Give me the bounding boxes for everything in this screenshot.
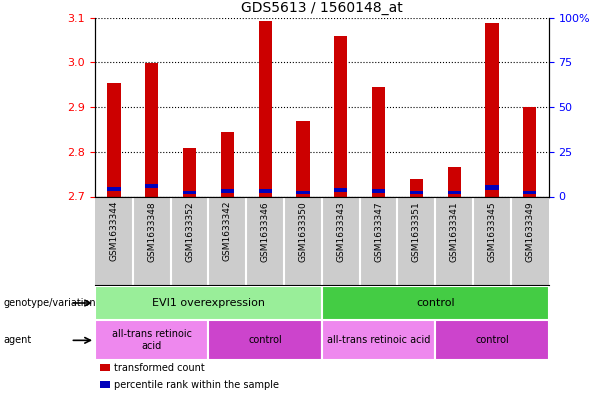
Text: agent: agent [3, 335, 31, 345]
Text: percentile rank within the sample: percentile rank within the sample [114, 380, 279, 389]
Text: GSM1633345: GSM1633345 [487, 201, 497, 262]
Text: all-trans retinoic acid: all-trans retinoic acid [327, 335, 430, 345]
Bar [523, 191, 536, 194]
Text: control: control [475, 335, 509, 345]
Bar [322, 320, 435, 360]
Text: GSM1633352: GSM1633352 [185, 201, 194, 262]
Bar [107, 187, 121, 191]
Bar [221, 189, 234, 193]
Bar [372, 189, 385, 193]
Text: GSM1633343: GSM1633343 [336, 201, 345, 262]
Text: EVI1 overexpression: EVI1 overexpression [152, 298, 265, 308]
Text: GSM1633341: GSM1633341 [449, 201, 459, 262]
Text: GSM1633348: GSM1633348 [147, 201, 156, 262]
Bar [99, 380, 110, 388]
Text: all-trans retinoic
acid: all-trans retinoic acid [112, 329, 192, 351]
Bar [409, 191, 423, 194]
Bar [372, 87, 385, 196]
Bar [322, 286, 549, 320]
Bar [334, 187, 348, 192]
Bar [145, 63, 158, 196]
Bar [259, 21, 272, 196]
Text: transformed count: transformed count [114, 363, 205, 373]
Text: genotype/variation: genotype/variation [3, 298, 96, 308]
Bar [447, 167, 461, 196]
Bar [485, 23, 498, 196]
Bar [208, 320, 322, 360]
Text: GSM1633349: GSM1633349 [525, 201, 535, 262]
Title: GDS5613 / 1560148_at: GDS5613 / 1560148_at [241, 1, 403, 15]
Text: GSM1633346: GSM1633346 [261, 201, 270, 262]
Text: control: control [416, 298, 455, 308]
Bar [523, 107, 536, 196]
Bar [259, 189, 272, 193]
Bar [296, 191, 310, 194]
Bar [296, 121, 310, 196]
Bar [334, 36, 348, 197]
Text: GSM1633344: GSM1633344 [109, 201, 118, 261]
Text: GSM1633342: GSM1633342 [223, 201, 232, 261]
Bar [107, 83, 121, 196]
Bar [95, 286, 322, 320]
Text: GSM1633347: GSM1633347 [374, 201, 383, 262]
Text: GSM1633351: GSM1633351 [412, 201, 421, 262]
Bar [447, 191, 461, 194]
Bar [435, 320, 549, 360]
Bar [409, 178, 423, 196]
Text: control: control [248, 335, 282, 345]
Text: GSM1633350: GSM1633350 [299, 201, 308, 262]
Bar [183, 191, 196, 194]
Bar [95, 320, 208, 360]
Bar [485, 185, 498, 190]
Bar [183, 148, 196, 196]
Bar [145, 184, 158, 189]
Bar [99, 364, 110, 371]
Bar [221, 132, 234, 196]
